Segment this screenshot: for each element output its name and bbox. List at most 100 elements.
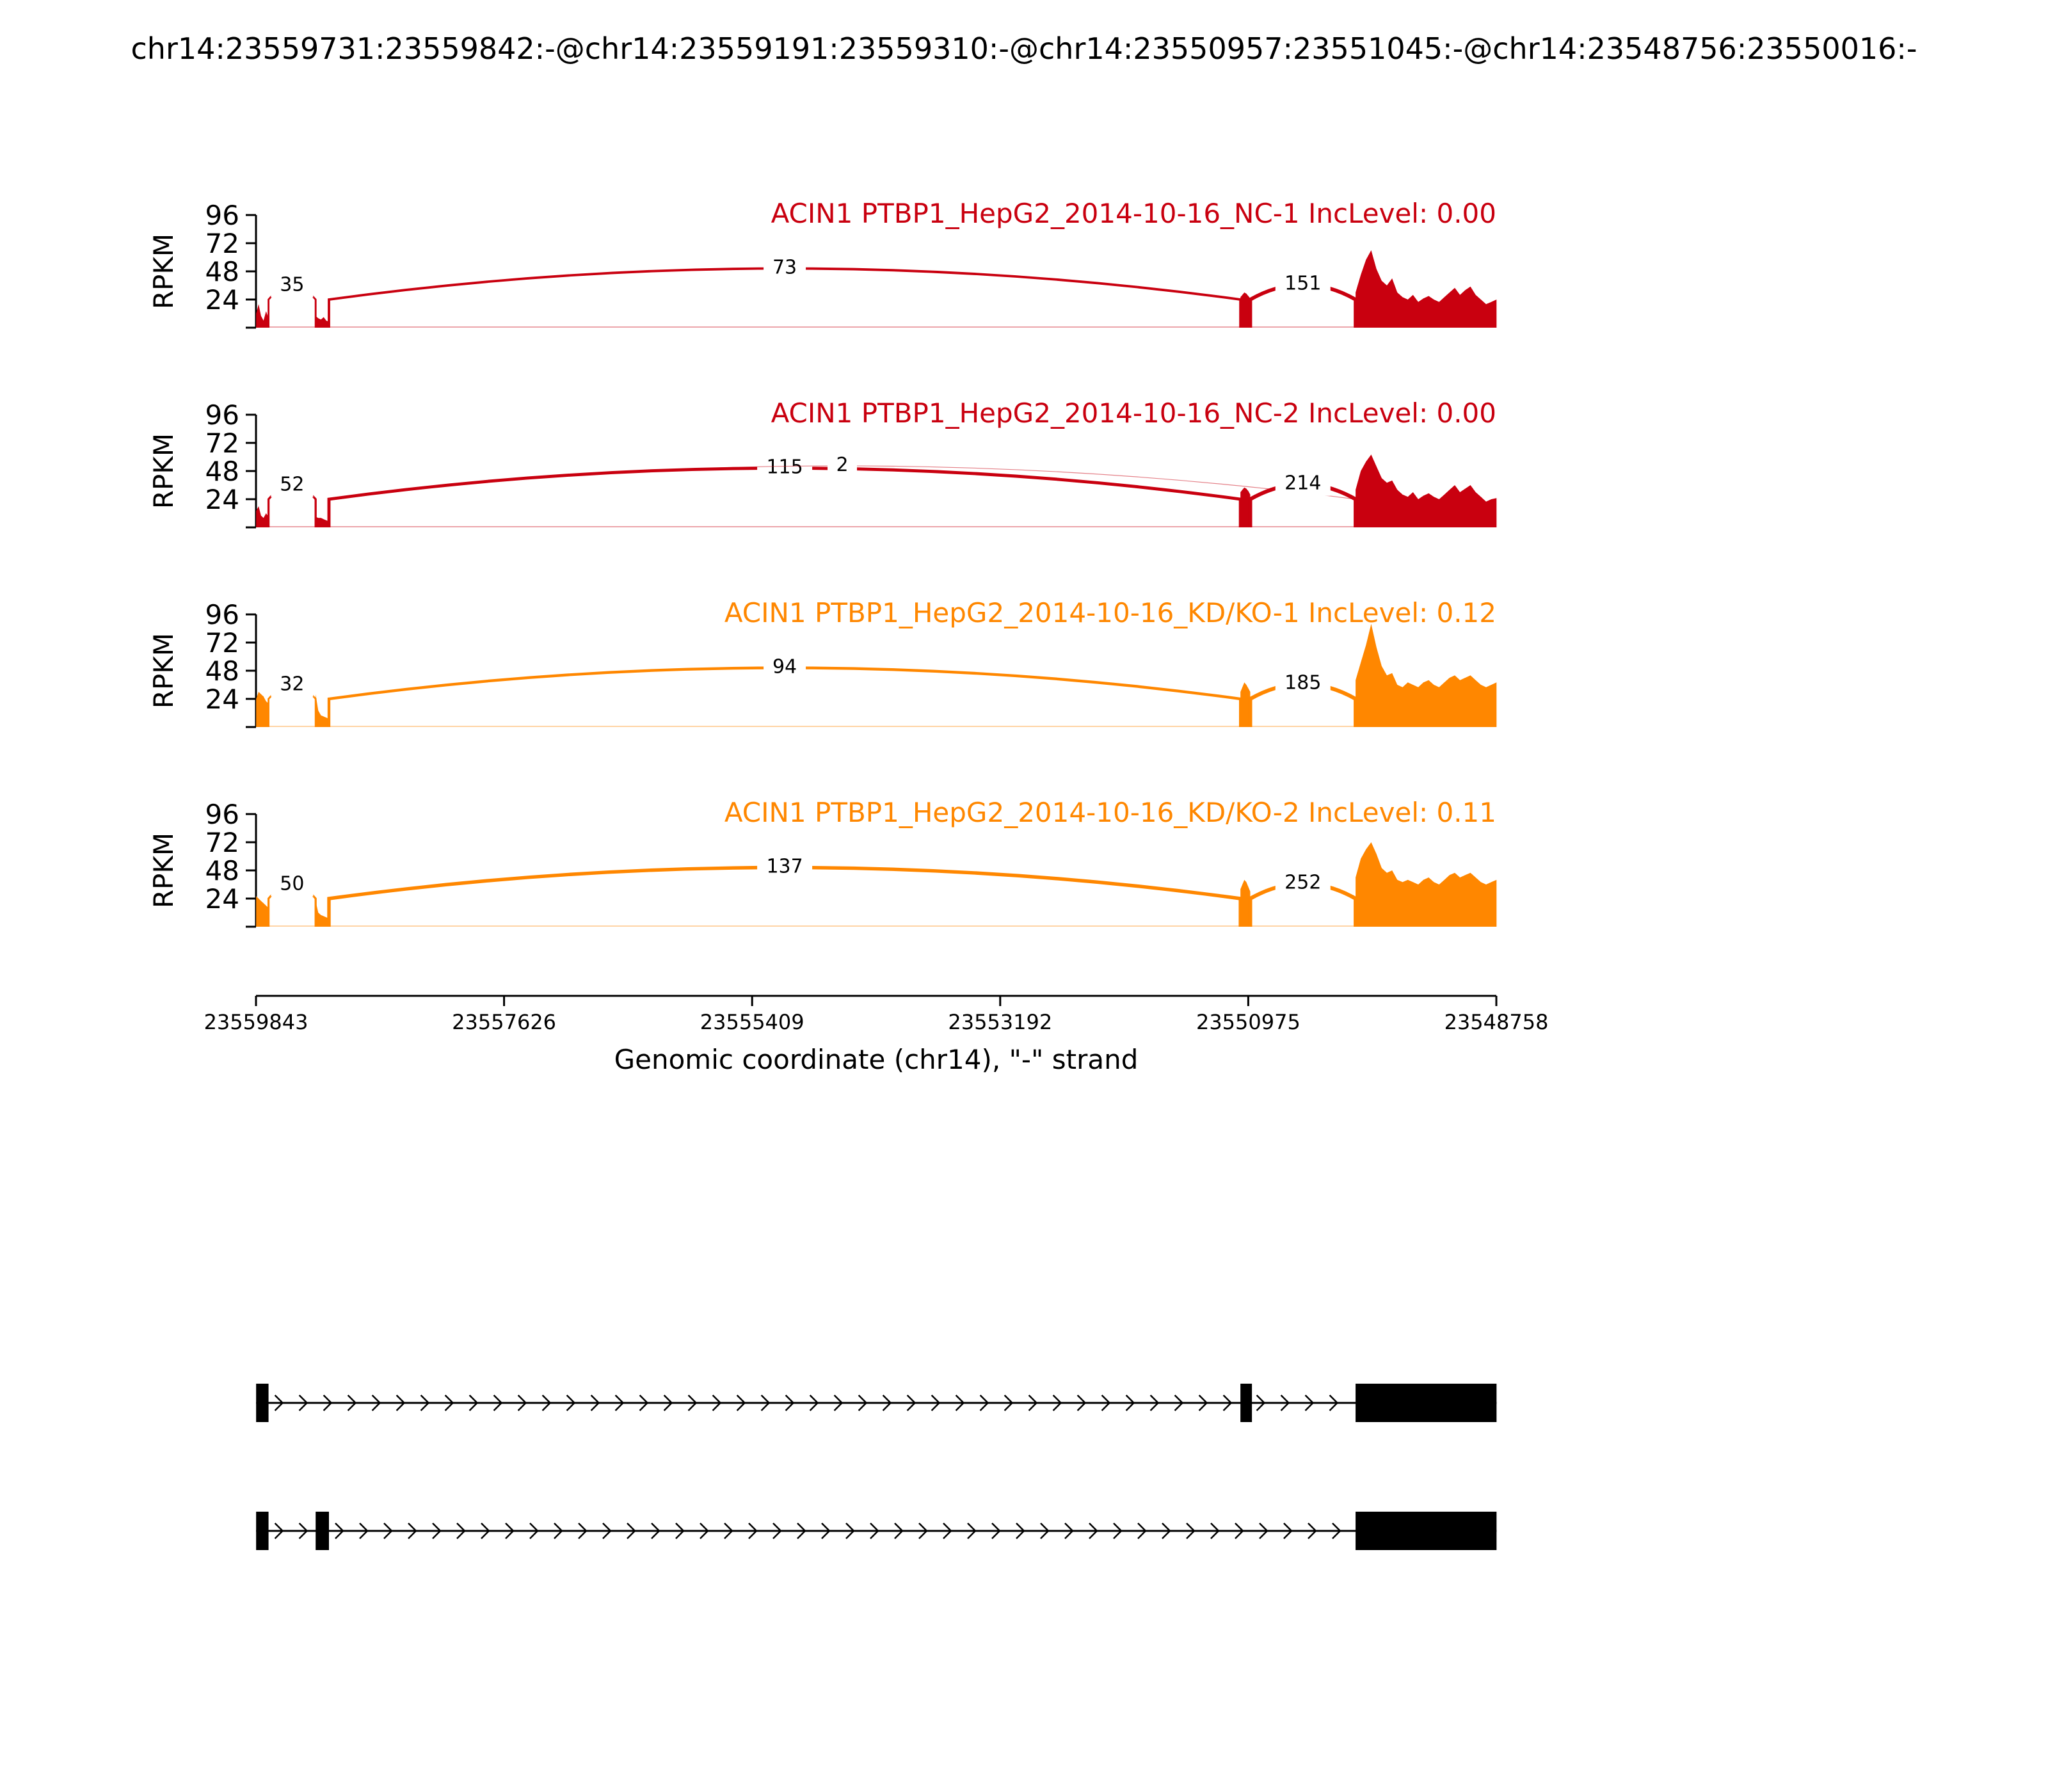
junction-count-label: 137: [766, 856, 803, 878]
junction-label-background: [1275, 472, 1331, 496]
junction-label-background: [764, 257, 806, 280]
y-axis-label: RPKM: [148, 433, 179, 509]
strand-arrow: [651, 1523, 660, 1539]
coverage-area: [1240, 487, 1251, 527]
strand-arrow: [1040, 1523, 1050, 1539]
strand-arrow: [529, 1523, 539, 1539]
x-tick-label: 23548758: [1444, 1010, 1549, 1034]
strand-arrow: [991, 1523, 1001, 1539]
junction-label-background: [757, 456, 813, 480]
coverage-area: [1240, 682, 1251, 727]
strand-arrow: [894, 1523, 904, 1539]
strand-arrow: [1004, 1395, 1014, 1411]
strand-arrow: [590, 1395, 600, 1411]
y-tick-label: 48: [205, 655, 239, 687]
junction-label-background: [271, 474, 314, 497]
y-tick-label: 24: [205, 484, 239, 515]
strand-arrow: [809, 1395, 819, 1411]
junction-count-label: 115: [766, 456, 803, 479]
x-tick-label: 23553192: [948, 1010, 1052, 1034]
coverage-area: [1240, 879, 1251, 927]
strand-arrow: [748, 1523, 758, 1539]
strand-arrow: [882, 1395, 892, 1411]
strand-arrow: [1174, 1395, 1184, 1411]
exon-block: [1356, 1384, 1497, 1422]
y-tick-label: 96: [205, 399, 239, 431]
junction-count-label: 52: [280, 474, 304, 496]
strand-arrow: [323, 1395, 333, 1411]
junction-label-background: [271, 274, 314, 298]
exon-block: [1240, 1384, 1252, 1422]
strand-arrow: [1186, 1523, 1196, 1539]
junction-count-label: 2: [836, 454, 848, 476]
strand-arrow: [517, 1395, 527, 1411]
x-axis-label: Genomic coordinate (chr14), "-" strand: [614, 1044, 1139, 1075]
strand-arrow: [663, 1395, 673, 1411]
strand-arrow: [967, 1523, 977, 1539]
junction-label-background: [764, 656, 806, 680]
y-tick-label: 96: [205, 200, 239, 231]
strand-arrow: [858, 1395, 868, 1411]
coverage-area: [316, 316, 329, 328]
strand-arrow: [1149, 1395, 1160, 1411]
isoform-1: [256, 1384, 1497, 1422]
strand-arrow: [639, 1395, 649, 1411]
coverage-area: [256, 896, 269, 927]
exon-block: [256, 1512, 269, 1550]
strand-arrow: [359, 1523, 369, 1539]
y-axis-label: RPKM: [148, 633, 179, 708]
strand-arrow: [432, 1523, 442, 1539]
y-tick-label: 72: [205, 627, 239, 659]
strand-arrow: [578, 1523, 588, 1539]
y-tick-label: 24: [205, 883, 239, 915]
strand-arrow: [541, 1395, 552, 1411]
junction-label-background: [1275, 672, 1331, 696]
strand-arrow: [1259, 1523, 1268, 1539]
strand-arrow: [298, 1395, 308, 1411]
x-axis: 23559843 23557626 23555409 23553192 23550975…: [204, 995, 1549, 1075]
coverage-area: [1356, 842, 1497, 927]
strand-arrow: [979, 1395, 989, 1411]
strand-arrow: [335, 1523, 344, 1539]
junction-count-label: 73: [772, 257, 797, 279]
y-tick-label: 96: [205, 799, 239, 830]
y-axis-label: RPKM: [148, 833, 179, 908]
junction-count-label: 94: [772, 656, 797, 678]
strand-arrow: [456, 1523, 466, 1539]
strand-arrow: [1162, 1523, 1171, 1539]
strand-arrow: [274, 1523, 284, 1539]
strand-arrow: [712, 1395, 722, 1411]
coverage-area: [1240, 292, 1251, 328]
x-tick-label: 23557626: [452, 1010, 556, 1034]
panel-title: ACIN1 PTBP1_HepG2_2014-10-16_KD/KO-1 Inc…: [724, 597, 1496, 628]
strand-arrow: [955, 1395, 965, 1411]
y-tick-label: 48: [205, 256, 239, 287]
strand-arrow: [675, 1523, 685, 1539]
y-axis-label: RPKM: [148, 234, 179, 309]
coverage-area: [1356, 454, 1497, 527]
exon-block: [316, 1512, 329, 1550]
strand-arrow: [1280, 1395, 1290, 1411]
strand-arrow: [870, 1523, 879, 1539]
junction-label-background: [271, 673, 314, 697]
strand-arrow: [481, 1523, 490, 1539]
isoform-2: [256, 1512, 1497, 1550]
junction-count-label: 50: [280, 873, 304, 895]
junction-count-label: 252: [1284, 872, 1321, 894]
strand-arrow: [444, 1395, 454, 1411]
panel-title: ACIN1 PTBP1_HepG2_2014-10-16_NC-2 IncLev…: [771, 397, 1496, 429]
strand-arrow: [1329, 1395, 1339, 1411]
junction-label-background: [1275, 872, 1331, 895]
strand-arrow: [1028, 1395, 1038, 1411]
panel-title: ACIN1 PTBP1_HepG2_2014-10-16_NC-1 IncLev…: [771, 198, 1496, 229]
exon-block: [1356, 1512, 1497, 1550]
coverage-area: [256, 506, 269, 527]
panel-title: ACIN1 PTBP1_HepG2_2014-10-16_KD/KO-2 Inc…: [724, 797, 1496, 828]
strand-arrow: [736, 1395, 746, 1411]
strand-arrow: [602, 1523, 612, 1539]
strand-arrow: [700, 1523, 709, 1539]
y-tick-label: 24: [205, 284, 239, 316]
